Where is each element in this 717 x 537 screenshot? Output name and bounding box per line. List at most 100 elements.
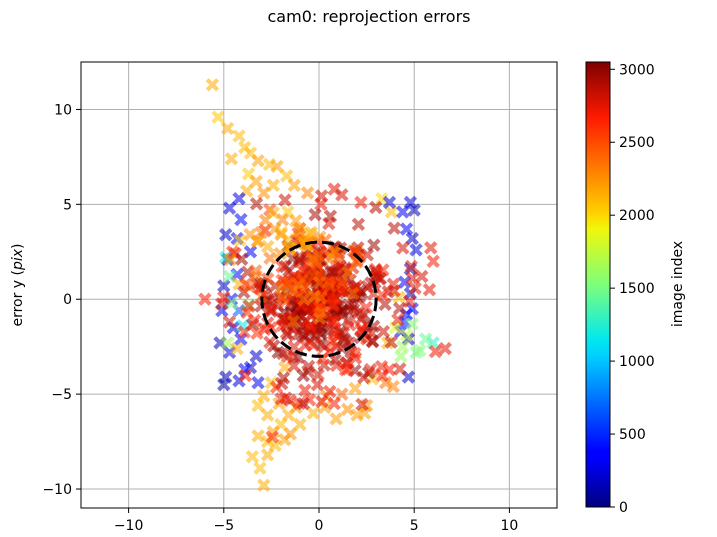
y-tick-label: 0 <box>63 292 72 308</box>
error-point-dense <box>375 368 389 383</box>
error-point-dense <box>301 359 316 374</box>
error-point-dense <box>282 276 296 290</box>
error-point-dense <box>278 193 292 207</box>
error-point-dense <box>296 368 310 383</box>
error-point <box>388 321 402 335</box>
error-point-dense <box>265 430 279 444</box>
colorbar-tick-label: 3000 <box>619 62 655 78</box>
error-point-dense <box>408 281 422 295</box>
error-point <box>415 269 429 284</box>
error-point <box>257 389 271 403</box>
error-point-dense <box>355 397 369 412</box>
colorbar-tick-label: 500 <box>619 427 646 443</box>
error-point-dense <box>393 362 407 376</box>
error-point <box>422 283 437 297</box>
error-point-dense <box>323 263 338 278</box>
error-point-dense <box>275 290 290 305</box>
error-point <box>348 381 362 396</box>
error-point <box>418 332 433 346</box>
x-tick-label: −5 <box>213 518 234 534</box>
y-axis-label-unit: pix <box>10 248 26 271</box>
colorbar <box>585 61 611 508</box>
error-point <box>399 222 414 236</box>
error-point-dense <box>387 221 401 235</box>
error-point-dense <box>387 283 401 298</box>
error-point <box>382 195 397 210</box>
error-point <box>222 345 237 360</box>
reference-circle <box>260 240 378 358</box>
error-point <box>220 121 235 136</box>
colorbar-ticks: 0 500 1000 1500 2000 2500 3000 <box>610 62 655 516</box>
error-point-dense <box>292 222 307 236</box>
chart-title: cam0: reprojection errors <box>268 7 471 26</box>
error-point-dense <box>338 363 353 377</box>
error-point-dense <box>312 248 326 262</box>
error-point-dense <box>274 392 288 406</box>
error-point-dense <box>404 259 419 274</box>
error-point-dense <box>323 209 338 223</box>
error-point-dense <box>238 368 253 383</box>
error-point <box>384 205 399 219</box>
error-point-dense <box>233 233 247 248</box>
error-point <box>234 212 248 227</box>
error-point-dense <box>282 241 297 255</box>
error-point-dense <box>314 189 329 203</box>
error-point <box>300 186 315 200</box>
error-point <box>405 317 419 331</box>
error-point-dense <box>346 302 361 317</box>
error-point-dense <box>312 276 327 290</box>
error-point <box>217 377 231 392</box>
error-point-dense <box>326 297 340 312</box>
error-point-dense <box>384 335 398 349</box>
error-point-dense <box>402 294 417 308</box>
error-point <box>253 461 267 475</box>
error-point-dense <box>360 248 375 262</box>
error-point-dense <box>424 241 438 255</box>
error-point <box>329 412 343 426</box>
error-point <box>278 360 292 375</box>
error-point-dense <box>367 238 381 252</box>
x-tick-label: −10 <box>114 518 144 534</box>
error-point-dense <box>198 292 212 306</box>
error-point <box>220 336 235 350</box>
y-tick-label: 5 <box>63 197 72 213</box>
error-points <box>198 78 452 492</box>
y-axis-label-end: ) <box>10 243 26 248</box>
error-point <box>219 228 233 242</box>
colorbar-tick-label: 1000 <box>619 354 655 370</box>
error-point-dense <box>332 250 346 265</box>
y-axis: −10 −5 0 5 10 <box>42 102 81 498</box>
error-point-dense <box>369 200 383 215</box>
error-point-dense <box>343 318 357 332</box>
error-point-dense <box>254 225 268 240</box>
error-point-dense <box>366 335 380 349</box>
error-point-dense <box>251 234 265 248</box>
error-point <box>211 110 225 124</box>
error-point <box>358 406 372 420</box>
error-point-dense <box>310 258 324 272</box>
error-point-dense <box>274 376 289 391</box>
error-point <box>426 254 440 268</box>
error-point-dense <box>317 339 332 354</box>
colorbar-label: image index <box>670 241 686 327</box>
error-point-dense <box>308 207 322 222</box>
error-point-dense <box>315 394 329 409</box>
error-point <box>251 429 265 443</box>
error-point <box>399 328 414 342</box>
error-point <box>283 427 298 441</box>
error-point-dense <box>335 275 349 290</box>
error-point-dense <box>341 265 355 280</box>
error-point <box>245 450 260 464</box>
error-point-dense <box>327 322 342 337</box>
error-point-dense <box>286 314 301 328</box>
error-point <box>327 396 341 411</box>
error-point-dense <box>250 326 264 341</box>
error-point <box>222 201 237 215</box>
error-point-dense <box>276 346 290 361</box>
error-point <box>407 203 421 217</box>
error-point <box>354 195 368 210</box>
error-point-dense <box>314 305 328 320</box>
error-point <box>394 349 408 363</box>
error-point-dense <box>378 297 392 311</box>
error-point <box>378 376 393 390</box>
